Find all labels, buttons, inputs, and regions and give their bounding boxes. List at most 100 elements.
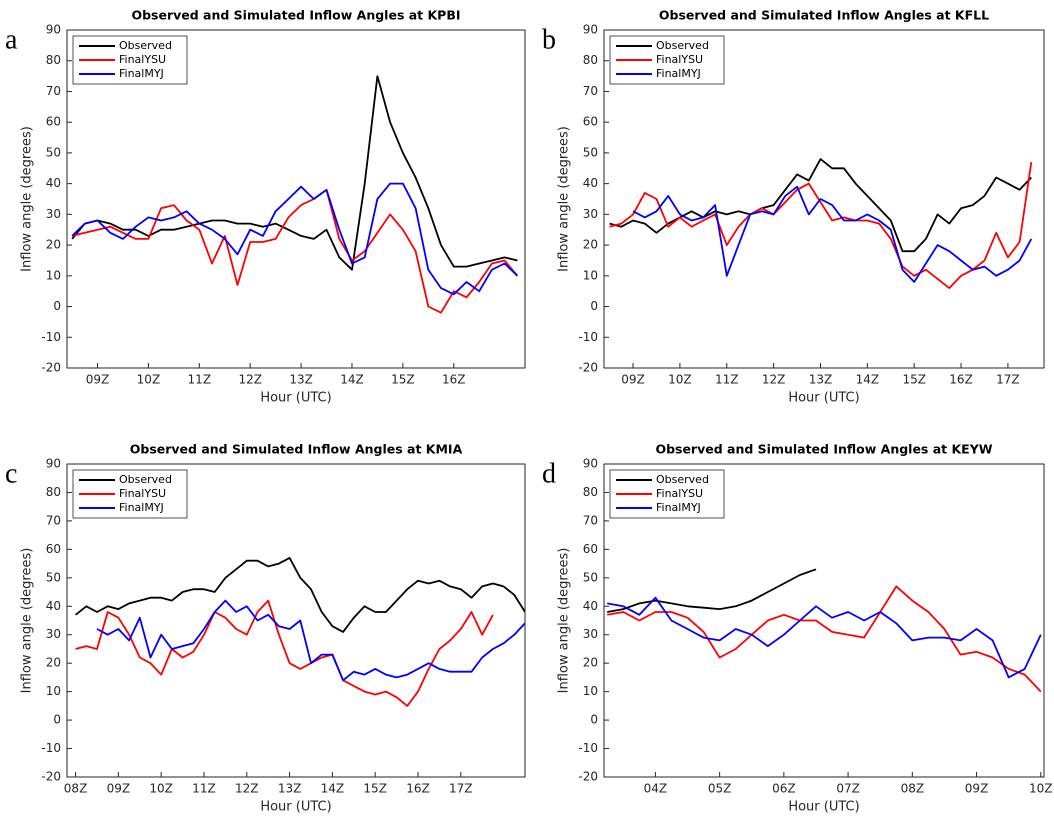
panel: Observed and Simulated Inflow Angles at …	[542, 442, 1053, 815]
x-axis-label: Hour (UTC)	[260, 800, 331, 815]
y-tick-label: 90	[583, 23, 598, 37]
y-tick-label: 60	[46, 542, 61, 556]
panel-letter: b	[542, 24, 556, 55]
x-tick-label: 10Z	[1029, 782, 1053, 796]
chart-title: Observed and Simulated Inflow Angles at …	[655, 442, 992, 457]
y-tick-label: 50	[583, 145, 598, 159]
x-tick-label: 14Z	[340, 373, 364, 387]
y-tick-label: 80	[583, 53, 598, 67]
legend-label: Observed	[656, 39, 709, 52]
x-tick-label: 12Z	[235, 782, 259, 796]
y-tick-label: -20	[41, 361, 61, 375]
x-tick-label: 12Z	[238, 373, 262, 387]
y-tick-label: -10	[41, 330, 61, 344]
legend-label: FinalMYJ	[119, 501, 164, 514]
x-tick-label: 08Z	[901, 782, 925, 796]
y-tick-label: -20	[578, 770, 598, 784]
y-tick-label: -20	[578, 361, 598, 375]
y-tick-label: -10	[578, 330, 598, 344]
y-tick-label: 80	[46, 485, 61, 499]
x-tick-label: 09Z	[621, 373, 645, 387]
x-tick-label: 07Z	[836, 782, 860, 796]
series-line	[632, 185, 1033, 283]
series-line	[75, 599, 494, 707]
legend-label: FinalMYJ	[119, 67, 164, 80]
legend-label: FinalYSU	[119, 487, 166, 500]
x-tick-label: 09Z	[965, 782, 989, 796]
y-tick-label: 0	[53, 299, 61, 313]
y-tick-label: 60	[583, 115, 598, 129]
x-tick-label: 15Z	[391, 373, 415, 387]
panel: Observed and Simulated Inflow Angles at …	[542, 8, 1045, 406]
series-line	[607, 585, 1042, 693]
panel: Observed and Simulated Inflow Angles at …	[5, 442, 526, 815]
y-tick-label: 30	[583, 207, 598, 221]
x-axis-label: Hour (UTC)	[788, 391, 859, 406]
y-tick-label: 70	[46, 513, 61, 527]
y-tick-label: 40	[583, 599, 598, 613]
series-line	[75, 557, 525, 633]
y-tick-label: 40	[46, 176, 61, 190]
plot-lines	[71, 75, 519, 314]
x-tick-label: 08Z	[64, 782, 88, 796]
y-tick-label: 0	[590, 299, 598, 313]
x-tick-label: 10Z	[668, 373, 692, 387]
y-tick-label: 90	[46, 23, 61, 37]
x-tick-label: 14Z	[321, 782, 345, 796]
plot-lines	[609, 158, 1033, 289]
legend-label: Observed	[119, 39, 172, 52]
series-line	[607, 596, 1042, 679]
y-tick-label: 20	[46, 656, 61, 670]
x-tick-label: 16Z	[949, 373, 973, 387]
y-tick-label: 80	[46, 53, 61, 67]
x-tick-label: 17Z	[449, 782, 473, 796]
y-tick-label: 70	[583, 513, 598, 527]
y-tick-label: 40	[46, 599, 61, 613]
axes-box	[66, 463, 526, 778]
y-tick-label: 20	[583, 656, 598, 670]
x-tick-label: 13Z	[289, 373, 313, 387]
x-tick-label: 16Z	[442, 373, 466, 387]
x-tick-label: 06Z	[772, 782, 796, 796]
panel: Observed and Simulated Inflow Angles at …	[5, 8, 526, 406]
y-tick-label: 20	[583, 238, 598, 252]
y-axis-label: Inflow angle (degrees)	[557, 126, 572, 272]
panel-letter: a	[5, 24, 18, 55]
y-tick-label: -10	[41, 741, 61, 755]
x-tick-label: 14Z	[856, 373, 880, 387]
y-axis-label: Inflow angle (degrees)	[20, 548, 35, 694]
y-tick-label: 90	[583, 457, 598, 471]
panel-letter: c	[5, 458, 17, 489]
x-tick-label: 17Z	[996, 373, 1020, 387]
x-tick-label: 10Z	[137, 373, 161, 387]
y-tick-label: 20	[46, 238, 61, 252]
legend-label: Observed	[119, 473, 172, 486]
chart-title: Observed and Simulated Inflow Angles at …	[130, 442, 463, 457]
panel-letter: d	[542, 458, 556, 489]
y-tick-label: 90	[46, 457, 61, 471]
y-tick-label: 80	[583, 485, 598, 499]
y-axis-label: Inflow angle (degrees)	[20, 126, 35, 272]
y-tick-label: 10	[46, 684, 61, 698]
y-axis-label: Inflow angle (degrees)	[557, 548, 572, 694]
x-tick-label: 09Z	[107, 782, 131, 796]
chart-title: Observed and Simulated Inflow Angles at …	[131, 8, 460, 23]
x-tick-label: 11Z	[715, 373, 739, 387]
y-tick-label: 60	[583, 542, 598, 556]
plot-lines	[607, 568, 1042, 693]
y-tick-label: 10	[583, 268, 598, 282]
chart-title: Observed and Simulated Inflow Angles at …	[659, 8, 989, 23]
x-tick-label: 05Z	[708, 782, 732, 796]
x-axis-label: Hour (UTC)	[788, 800, 859, 815]
legend-label: FinalMYJ	[656, 501, 701, 514]
x-axis-label: Hour (UTC)	[260, 391, 331, 406]
legend-label: FinalYSU	[656, 487, 703, 500]
y-tick-label: 50	[583, 570, 598, 584]
series-line	[71, 75, 518, 271]
x-tick-label: 15Z	[363, 782, 387, 796]
legend-label: Observed	[656, 473, 709, 486]
y-tick-label: -20	[41, 770, 61, 784]
x-tick-label: 16Z	[406, 782, 430, 796]
y-tick-label: 70	[46, 84, 61, 98]
